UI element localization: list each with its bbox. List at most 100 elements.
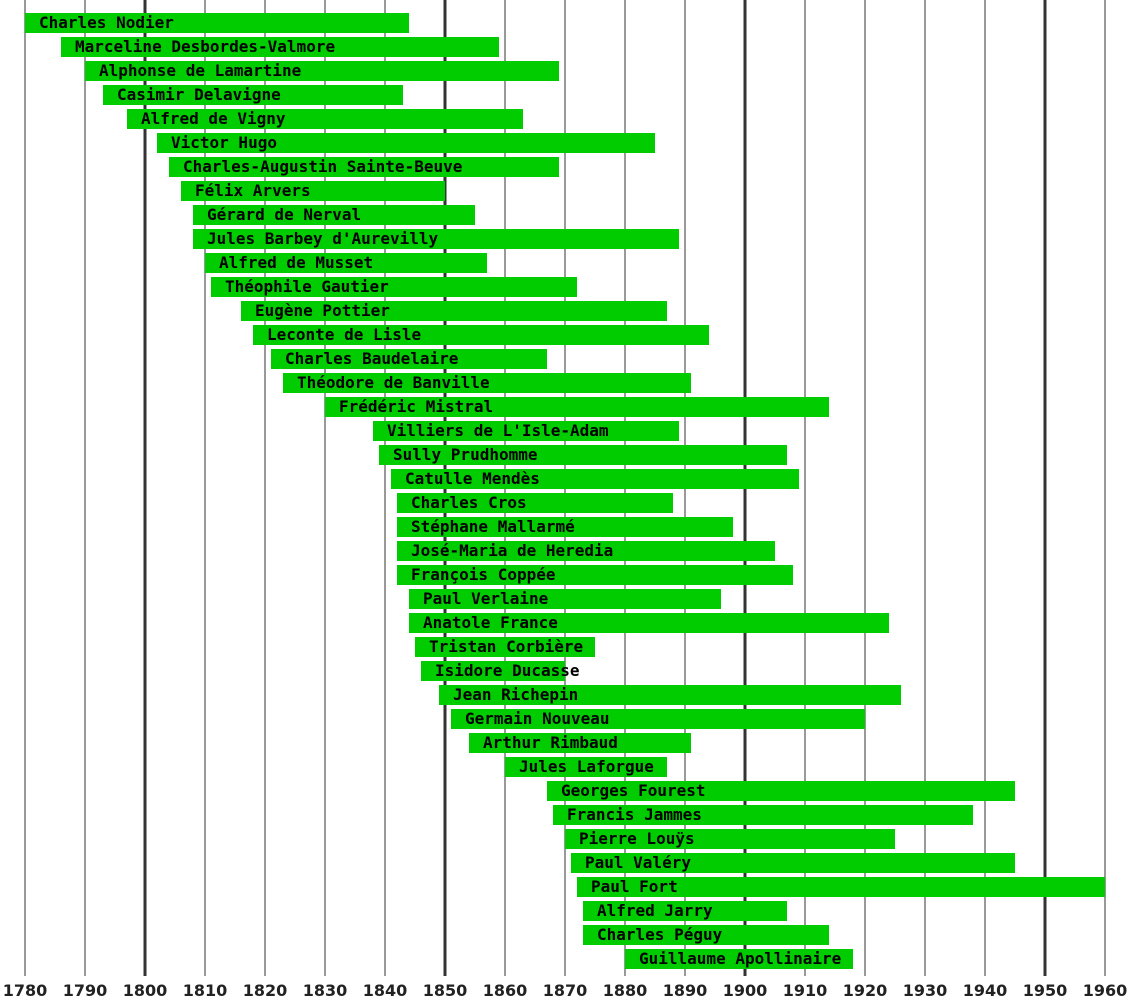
timeline-bar — [253, 325, 709, 345]
timeline-bar — [547, 781, 1015, 801]
bar-label: José-Maria de Heredia — [411, 541, 613, 560]
x-tick-label: 1960 — [1083, 981, 1128, 1000]
timeline-bar — [103, 85, 403, 105]
bar-label: Leconte de Lisle — [267, 325, 421, 344]
bar-label: Catulle Mendès — [405, 469, 540, 488]
x-tick-label: 1790 — [63, 981, 108, 1000]
bar-label: Paul Valéry — [585, 853, 691, 872]
timeline-bar — [553, 805, 973, 825]
timeline-bar — [583, 901, 787, 921]
bar-label: Gérard de Nerval — [207, 205, 361, 224]
bar-label: Jules Barbey d'Aurevilly — [207, 229, 439, 248]
bar-label: Tristan Corbière — [429, 637, 583, 656]
timeline-bar — [565, 829, 895, 849]
timeline-bar — [409, 613, 889, 633]
timeline-bar — [193, 229, 679, 249]
timeline-bar — [169, 157, 559, 177]
timeline-bar — [61, 37, 499, 57]
bar-label: Alfred Jarry — [597, 901, 713, 920]
x-tick-label: 1940 — [963, 981, 1008, 1000]
bar-label: Frédéric Mistral — [339, 397, 493, 416]
bar-label: Eugène Pottier — [255, 301, 390, 320]
timeline-bar — [469, 733, 691, 753]
timeline-bar — [397, 517, 733, 537]
bar-label: Germain Nouveau — [465, 709, 610, 728]
timeline-bar — [325, 397, 829, 417]
timeline-bar — [283, 373, 691, 393]
bar-label: Théodore de Banville — [297, 373, 490, 392]
x-tick-label: 1850 — [423, 981, 468, 1000]
x-tick-label: 1810 — [183, 981, 228, 1000]
x-tick-label: 1880 — [603, 981, 648, 1000]
timeline-bar — [451, 709, 865, 729]
timeline-bar — [241, 301, 667, 321]
timeline-bar — [157, 133, 655, 153]
bar-label: Alphonse de Lamartine — [99, 61, 301, 80]
timeline-bar — [373, 421, 679, 441]
bar-label: Jean Richepin — [453, 685, 578, 704]
bar-label: Paul Fort — [591, 877, 678, 896]
bar-label: Charles-Augustin Sainte-Beuve — [183, 157, 462, 176]
timeline-bar — [505, 757, 667, 777]
timeline-bar — [625, 949, 853, 969]
bar-label: Jules Laforgue — [519, 757, 654, 776]
bar-label: Théophile Gautier — [225, 277, 389, 296]
timeline-bar — [421, 661, 565, 681]
x-tick-label: 1900 — [723, 981, 768, 1000]
timeline-bar — [85, 61, 559, 81]
x-tick-label: 1890 — [663, 981, 708, 1000]
timeline-bar — [409, 589, 721, 609]
x-tick-label: 1840 — [363, 981, 408, 1000]
timeline-bar — [127, 109, 523, 129]
x-tick-label: 1780 — [3, 981, 48, 1000]
bar-label: François Coppée — [411, 565, 556, 584]
bar-label: Sully Prudhomme — [393, 445, 538, 464]
bars — [25, 13, 1105, 969]
timeline-bar — [397, 541, 775, 561]
bar-label: Charles Nodier — [39, 13, 174, 32]
bar-label: Stéphane Mallarmé — [411, 517, 575, 536]
bar-label: Georges Fourest — [561, 781, 706, 800]
bar-label: Charles Cros — [411, 493, 527, 512]
bar-label: Alfred de Vigny — [141, 109, 286, 128]
x-tick-label: 1910 — [783, 981, 828, 1000]
bar-label: Anatole France — [423, 613, 558, 632]
timeline-bar — [577, 877, 1105, 897]
bar-label: Francis Jammes — [567, 805, 702, 824]
x-tick-label: 1870 — [543, 981, 588, 1000]
timeline-bar — [271, 349, 547, 369]
timeline-bar — [193, 205, 475, 225]
timeline-bar — [25, 13, 409, 33]
timeline-bar — [379, 445, 787, 465]
timeline-bar — [181, 181, 445, 201]
bar-label: Pierre Louÿs — [579, 829, 695, 848]
timeline-bar — [211, 277, 577, 297]
bar-label: Victor Hugo — [171, 133, 277, 152]
bar-label: Charles Baudelaire — [285, 349, 458, 368]
x-tick-label: 1860 — [483, 981, 528, 1000]
bar-label: Alfred de Musset — [219, 253, 373, 272]
x-tick-label: 1930 — [903, 981, 948, 1000]
timeline-bar — [439, 685, 901, 705]
bar-label: Charles Péguy — [597, 925, 723, 944]
bar-label: Arthur Rimbaud — [483, 733, 618, 752]
bar-labels: Charles Nodier Marceline Desbordes-Valmor… — [39, 13, 841, 968]
bar-label: Guillaume Apollinaire — [639, 949, 841, 968]
bar-label: Félix Arvers — [195, 181, 311, 200]
timeline-bar — [397, 565, 793, 585]
bar-label: Villiers de L'Isle-Adam — [387, 421, 609, 440]
timeline-bar — [205, 253, 487, 273]
bar-label: Isidore Ducasse — [435, 661, 580, 680]
x-tick-label: 1830 — [303, 981, 348, 1000]
bar-label: Paul Verlaine — [423, 589, 548, 608]
timeline-bar — [583, 925, 829, 945]
bar-label: Casimir Delavigne — [117, 85, 281, 104]
timeline-bar — [397, 493, 673, 513]
x-tick-label: 1920 — [843, 981, 888, 1000]
x-tick-label: 1950 — [1023, 981, 1068, 1000]
x-tick-label: 1820 — [243, 981, 288, 1000]
timeline-bar — [391, 469, 799, 489]
timeline-bar — [415, 637, 595, 657]
x-axis-tick-labels: 1780 1790 1800 1810 1820 1830 1840 1850 1860 1870… — [3, 981, 1128, 1000]
